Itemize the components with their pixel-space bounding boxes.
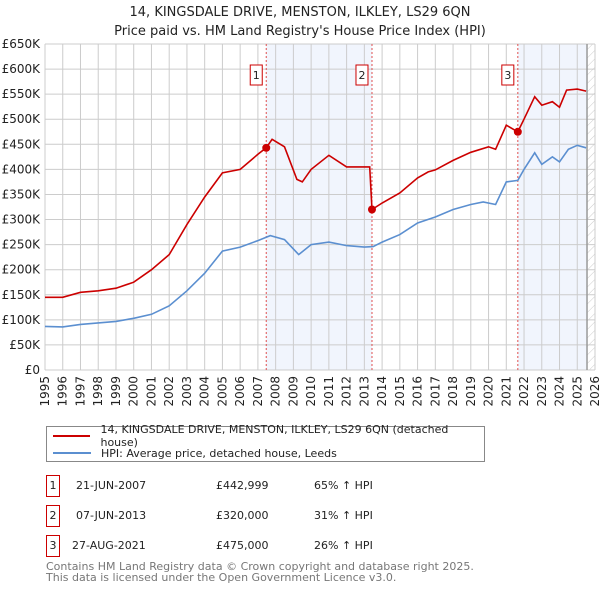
legend-label: HPI: Average price, detached house, Leed… [101, 446, 337, 460]
red-line-swatch [53, 435, 91, 437]
sale-label: 2 [358, 69, 365, 82]
x-tick-label: 2008 [269, 376, 283, 407]
x-tick-label: 2018 [446, 376, 460, 407]
x-tick-label: 2016 [411, 376, 425, 407]
hpi-diff: 26% ↑ HPI [314, 539, 373, 552]
y-tick-label: £400K [2, 162, 42, 176]
x-tick-label: 2000 [127, 376, 141, 407]
footer-copyright: Contains HM Land Registry data © Crown c… [46, 560, 474, 573]
x-tick-label: 2020 [482, 376, 496, 407]
x-tick-label: 2015 [393, 376, 407, 407]
footer-licence: This data is licensed under the Open Gov… [46, 571, 397, 584]
future-hatch [587, 44, 595, 370]
x-tick-label: 2019 [464, 376, 478, 407]
sale-label: 3 [504, 69, 511, 82]
y-tick-label: £450K [2, 137, 42, 151]
sale-point [262, 143, 271, 152]
x-tick-label: 2022 [517, 376, 531, 407]
price-chart: 1995 1996 1997 1998 1999 2000 2001 2002 2003 2004… [2, 37, 600, 407]
x-tick-label: 2003 [180, 376, 194, 407]
x-tick-label: 2010 [304, 376, 318, 407]
x-tick-label: 1996 [56, 376, 70, 407]
x-tick-label: 2012 [340, 376, 354, 407]
y-tick-label: £50K [9, 338, 41, 352]
y-tick-label: £650K [2, 37, 42, 51]
y-tick-label: £600K [2, 62, 42, 76]
sale-label: 1 [253, 69, 260, 82]
title-line: 14, KINGSDALE DRIVE, MENSTON, ILKLEY, LS… [129, 5, 471, 20]
sale-price: £475,000 [216, 539, 269, 552]
y-tick-label: £350K [2, 187, 42, 201]
marker-badge: 3 [46, 535, 60, 557]
x-tick-label: 2009 [286, 376, 300, 407]
blue-line-swatch [53, 452, 91, 454]
x-tick-label: 2026 [588, 376, 600, 407]
x-tick-label: 2006 [233, 376, 247, 407]
sale-price: £442,999 [216, 479, 269, 492]
y-tick-label: £500K [2, 112, 42, 126]
sale-price: £320,000 [216, 509, 269, 522]
marker-badge: 1 [46, 475, 60, 497]
marker-badge: 2 [46, 505, 60, 527]
legend: 14, KINGSDALE DRIVE, MENSTON, ILKLEY, LS… [46, 423, 485, 462]
hpi-series-line [44, 144, 587, 328]
footer: Contains HM Land Registry data © Crown c… [46, 561, 474, 583]
x-tick-label: 2011 [322, 376, 336, 407]
x-tick-label: 2014 [375, 376, 389, 407]
x-tick-label: 1995 [38, 376, 52, 407]
y-tick-label: £250K [2, 238, 42, 252]
y-tick-label: £300K [2, 213, 42, 227]
hpi-diff: 65% ↑ HPI [314, 479, 373, 492]
chart-title: 14, KINGSDALE DRIVE, MENSTON, ILKLEY, LS… [0, 3, 600, 41]
x-tick-label: 1998 [91, 376, 105, 407]
shaded-ownership-period [517, 44, 588, 370]
x-tick-label: 2002 [162, 376, 176, 407]
x-tick-label: 2005 [215, 376, 229, 407]
sale-label-box [249, 64, 263, 86]
x-tick-label: 1999 [109, 376, 123, 407]
x-tick-label: 2004 [198, 376, 212, 407]
transaction-row: 2 07-JUN-2013 £320,000 31% ↑ HPI [46, 505, 446, 527]
x-tick-label: 2017 [428, 376, 442, 407]
legend-label: 14, KINGSDALE DRIVE, MENSTON, ILKLEY, LS… [100, 423, 449, 449]
transaction-row: 1 21-JUN-2007 £442,999 65% ↑ HPI [46, 475, 446, 497]
sale-date: 07-JUN-2013 [76, 509, 147, 522]
sale-label-box [355, 64, 369, 86]
x-tick-label: 1997 [73, 376, 87, 407]
x-tick-label: 2023 [535, 376, 549, 407]
sale-date: 21-JUN-2007 [76, 479, 147, 492]
x-tick-label: 2001 [144, 376, 158, 407]
sale-point [367, 205, 376, 214]
sale-label-box [501, 64, 515, 86]
x-tick-label: 2007 [251, 376, 265, 407]
transaction-row: 3 27-AUG-2021 £475,000 26% ↑ HPI [46, 535, 446, 557]
sale-point [513, 127, 522, 136]
x-tick-label: 2025 [570, 376, 584, 407]
sale-date: 27-AUG-2021 [72, 539, 146, 552]
y-tick-label: £100K [2, 313, 42, 327]
legend-item-hpi: HPI: Average price, detached house, Leed… [53, 445, 337, 461]
subtitle-line: Price paid vs. HM Land Registry's House … [114, 24, 486, 39]
property-series-line [45, 88, 587, 299]
legend-item-property: 14, KINGSDALE DRIVE, MENSTON, ILKLEY, LS… [53, 423, 484, 449]
y-tick-label: £200K [2, 263, 42, 277]
x-tick-label: 2024 [553, 376, 567, 407]
y-tick-label: £0 [25, 363, 40, 377]
y-tick-label: £550K [2, 87, 42, 101]
hpi-diff: 31% ↑ HPI [314, 509, 373, 522]
y-tick-label: £150K [2, 288, 42, 302]
x-tick-label: 2013 [357, 376, 371, 407]
shaded-ownership-period [266, 44, 372, 370]
x-tick-label: 2021 [499, 376, 513, 407]
